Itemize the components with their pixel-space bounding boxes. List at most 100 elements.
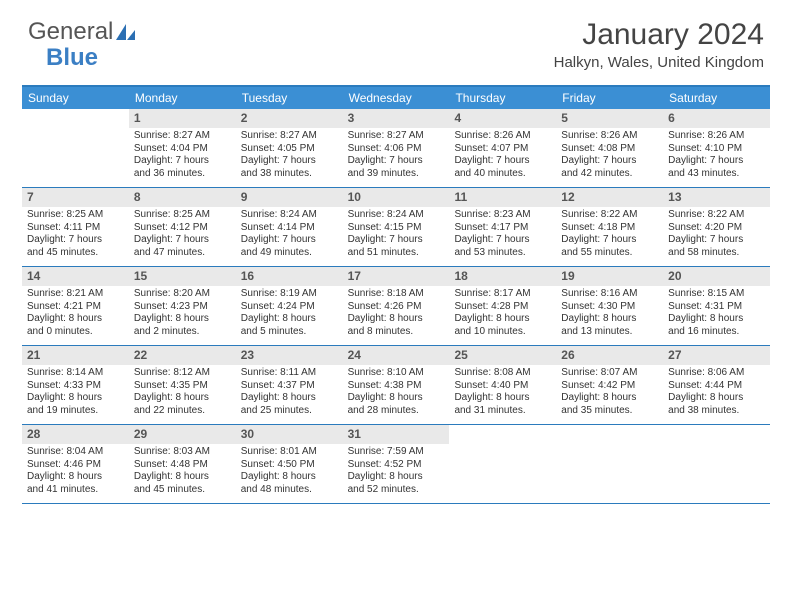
day-cell — [556, 425, 663, 503]
day-cell: 27Sunrise: 8:06 AMSunset: 4:44 PMDayligh… — [663, 346, 770, 424]
daylight-text: Daylight: 7 hours — [454, 234, 551, 247]
daylight-text: Daylight: 7 hours — [668, 155, 765, 168]
daylight-text: Daylight: 7 hours — [668, 234, 765, 247]
day-number: 20 — [663, 267, 770, 286]
day-cell: 8Sunrise: 8:25 AMSunset: 4:12 PMDaylight… — [129, 188, 236, 266]
sunrise-text: Sunrise: 8:27 AM — [134, 130, 231, 143]
day-cell: 14Sunrise: 8:21 AMSunset: 4:21 PMDayligh… — [22, 267, 129, 345]
weekday-header: Saturday — [663, 87, 770, 109]
day-cell: 30Sunrise: 8:01 AMSunset: 4:50 PMDayligh… — [236, 425, 343, 503]
sunset-text: Sunset: 4:10 PM — [668, 143, 765, 156]
daylight-text: and 10 minutes. — [454, 326, 551, 339]
daylight-text: and 48 minutes. — [241, 484, 338, 497]
daylight-text: Daylight: 7 hours — [241, 234, 338, 247]
sunrise-text: Sunrise: 8:08 AM — [454, 367, 551, 380]
day-number: 16 — [236, 267, 343, 286]
daylight-text: and 45 minutes. — [134, 484, 231, 497]
daylight-text: Daylight: 7 hours — [241, 155, 338, 168]
sunrise-text: Sunrise: 8:21 AM — [27, 288, 124, 301]
sunset-text: Sunset: 4:50 PM — [241, 459, 338, 472]
sunrise-text: Sunrise: 8:23 AM — [454, 209, 551, 222]
daylight-text: Daylight: 8 hours — [134, 313, 231, 326]
day-cell: 2 Sunrise: 8:27 AMSunset: 4:05 PMDaylight… — [236, 109, 343, 187]
daylight-text: Daylight: 7 hours — [27, 234, 124, 247]
daylight-text: Daylight: 8 hours — [561, 392, 658, 405]
day-number: 12 — [556, 188, 663, 207]
sunrise-text: Sunrise: 8:04 AM — [27, 446, 124, 459]
daylight-text: Daylight: 8 hours — [668, 313, 765, 326]
daylight-text: and 43 minutes. — [668, 168, 765, 181]
sunset-text: Sunset: 4:44 PM — [668, 380, 765, 393]
sunrise-text: Sunrise: 8:27 AM — [241, 130, 338, 143]
daylight-text: Daylight: 7 hours — [348, 234, 445, 247]
sunset-text: Sunset: 4:37 PM — [241, 380, 338, 393]
sunrise-text: Sunrise: 8:26 AM — [668, 130, 765, 143]
sunset-text: Sunset: 4:42 PM — [561, 380, 658, 393]
day-cell: 5Sunrise: 8:26 AMSunset: 4:08 PMDaylight… — [556, 109, 663, 187]
daylight-text: and 53 minutes. — [454, 247, 551, 260]
sunset-text: Sunset: 4:04 PM — [134, 143, 231, 156]
daylight-text: and 8 minutes. — [348, 326, 445, 339]
day-cell: 15Sunrise: 8:20 AMSunset: 4:23 PMDayligh… — [129, 267, 236, 345]
sunrise-text: Sunrise: 8:11 AM — [241, 367, 338, 380]
day-cell — [449, 425, 556, 503]
page-title: January 2024 — [554, 18, 764, 52]
day-cell: 1Sunrise: 8:27 AMSunset: 4:04 PMDaylight… — [129, 109, 236, 187]
day-number: 22 — [129, 346, 236, 365]
day-cell: 10Sunrise: 8:24 AMSunset: 4:15 PMDayligh… — [343, 188, 450, 266]
day-cell: 12Sunrise: 8:22 AMSunset: 4:18 PMDayligh… — [556, 188, 663, 266]
daylight-text: Daylight: 8 hours — [134, 392, 231, 405]
sunrise-text: Sunrise: 8:14 AM — [27, 367, 124, 380]
daylight-text: and 25 minutes. — [241, 405, 338, 418]
daylight-text: and 47 minutes. — [134, 247, 231, 260]
sunrise-text: Sunrise: 8:27 AM — [348, 130, 445, 143]
day-number: 27 — [663, 346, 770, 365]
logo: General Blue — [28, 18, 137, 46]
day-number: 5 — [556, 109, 663, 128]
weekday-header: Wednesday — [343, 87, 450, 109]
daylight-text: Daylight: 7 hours — [454, 155, 551, 168]
sunrise-text: Sunrise: 8:20 AM — [134, 288, 231, 301]
day-cell: 16Sunrise: 8:19 AMSunset: 4:24 PMDayligh… — [236, 267, 343, 345]
day-number: 9 — [236, 188, 343, 207]
daylight-text: and 58 minutes. — [668, 247, 765, 260]
day-number: 18 — [449, 267, 556, 286]
daylight-text: Daylight: 8 hours — [27, 313, 124, 326]
day-number: 6 — [663, 109, 770, 128]
sunset-text: Sunset: 4:12 PM — [134, 222, 231, 235]
day-cell: 11Sunrise: 8:23 AMSunset: 4:17 PMDayligh… — [449, 188, 556, 266]
sunset-text: Sunset: 4:08 PM — [561, 143, 658, 156]
weekday-header: Friday — [556, 87, 663, 109]
day-number: 15 — [129, 267, 236, 286]
daylight-text: and 45 minutes. — [27, 247, 124, 260]
day-number: 2 — [236, 109, 343, 128]
weeks-container: 1Sunrise: 8:27 AMSunset: 4:04 PMDaylight… — [22, 109, 770, 504]
day-cell — [663, 425, 770, 503]
sunset-text: Sunset: 4:24 PM — [241, 301, 338, 314]
daylight-text: Daylight: 7 hours — [348, 155, 445, 168]
day-number: 8 — [129, 188, 236, 207]
sunset-text: Sunset: 4:11 PM — [27, 222, 124, 235]
sunset-text: Sunset: 4:05 PM — [241, 143, 338, 156]
sunset-text: Sunset: 4:21 PM — [27, 301, 124, 314]
daylight-text: Daylight: 8 hours — [241, 392, 338, 405]
sunset-text: Sunset: 4:46 PM — [27, 459, 124, 472]
header: General Blue January 2024 Halkyn, Wales,… — [0, 0, 792, 77]
sunrise-text: Sunrise: 8:12 AM — [134, 367, 231, 380]
week-row: 7Sunrise: 8:25 AMSunset: 4:11 PMDaylight… — [22, 188, 770, 267]
sunset-text: Sunset: 4:35 PM — [134, 380, 231, 393]
sunrise-text: Sunrise: 8:16 AM — [561, 288, 658, 301]
daylight-text: and 16 minutes. — [668, 326, 765, 339]
day-number: 11 — [449, 188, 556, 207]
logo-text-2: Blue — [46, 44, 98, 72]
daylight-text: Daylight: 8 hours — [454, 392, 551, 405]
sunrise-text: Sunrise: 8:17 AM — [454, 288, 551, 301]
day-number: 4 — [449, 109, 556, 128]
sunrise-text: Sunrise: 8:18 AM — [348, 288, 445, 301]
day-cell: 3Sunrise: 8:27 AMSunset: 4:06 PMDaylight… — [343, 109, 450, 187]
weekday-header: Thursday — [449, 87, 556, 109]
sunrise-text: Sunrise: 8:26 AM — [454, 130, 551, 143]
week-row: 14Sunrise: 8:21 AMSunset: 4:21 PMDayligh… — [22, 267, 770, 346]
week-row: 21Sunrise: 8:14 AMSunset: 4:33 PMDayligh… — [22, 346, 770, 425]
sunrise-text: Sunrise: 8:24 AM — [348, 209, 445, 222]
